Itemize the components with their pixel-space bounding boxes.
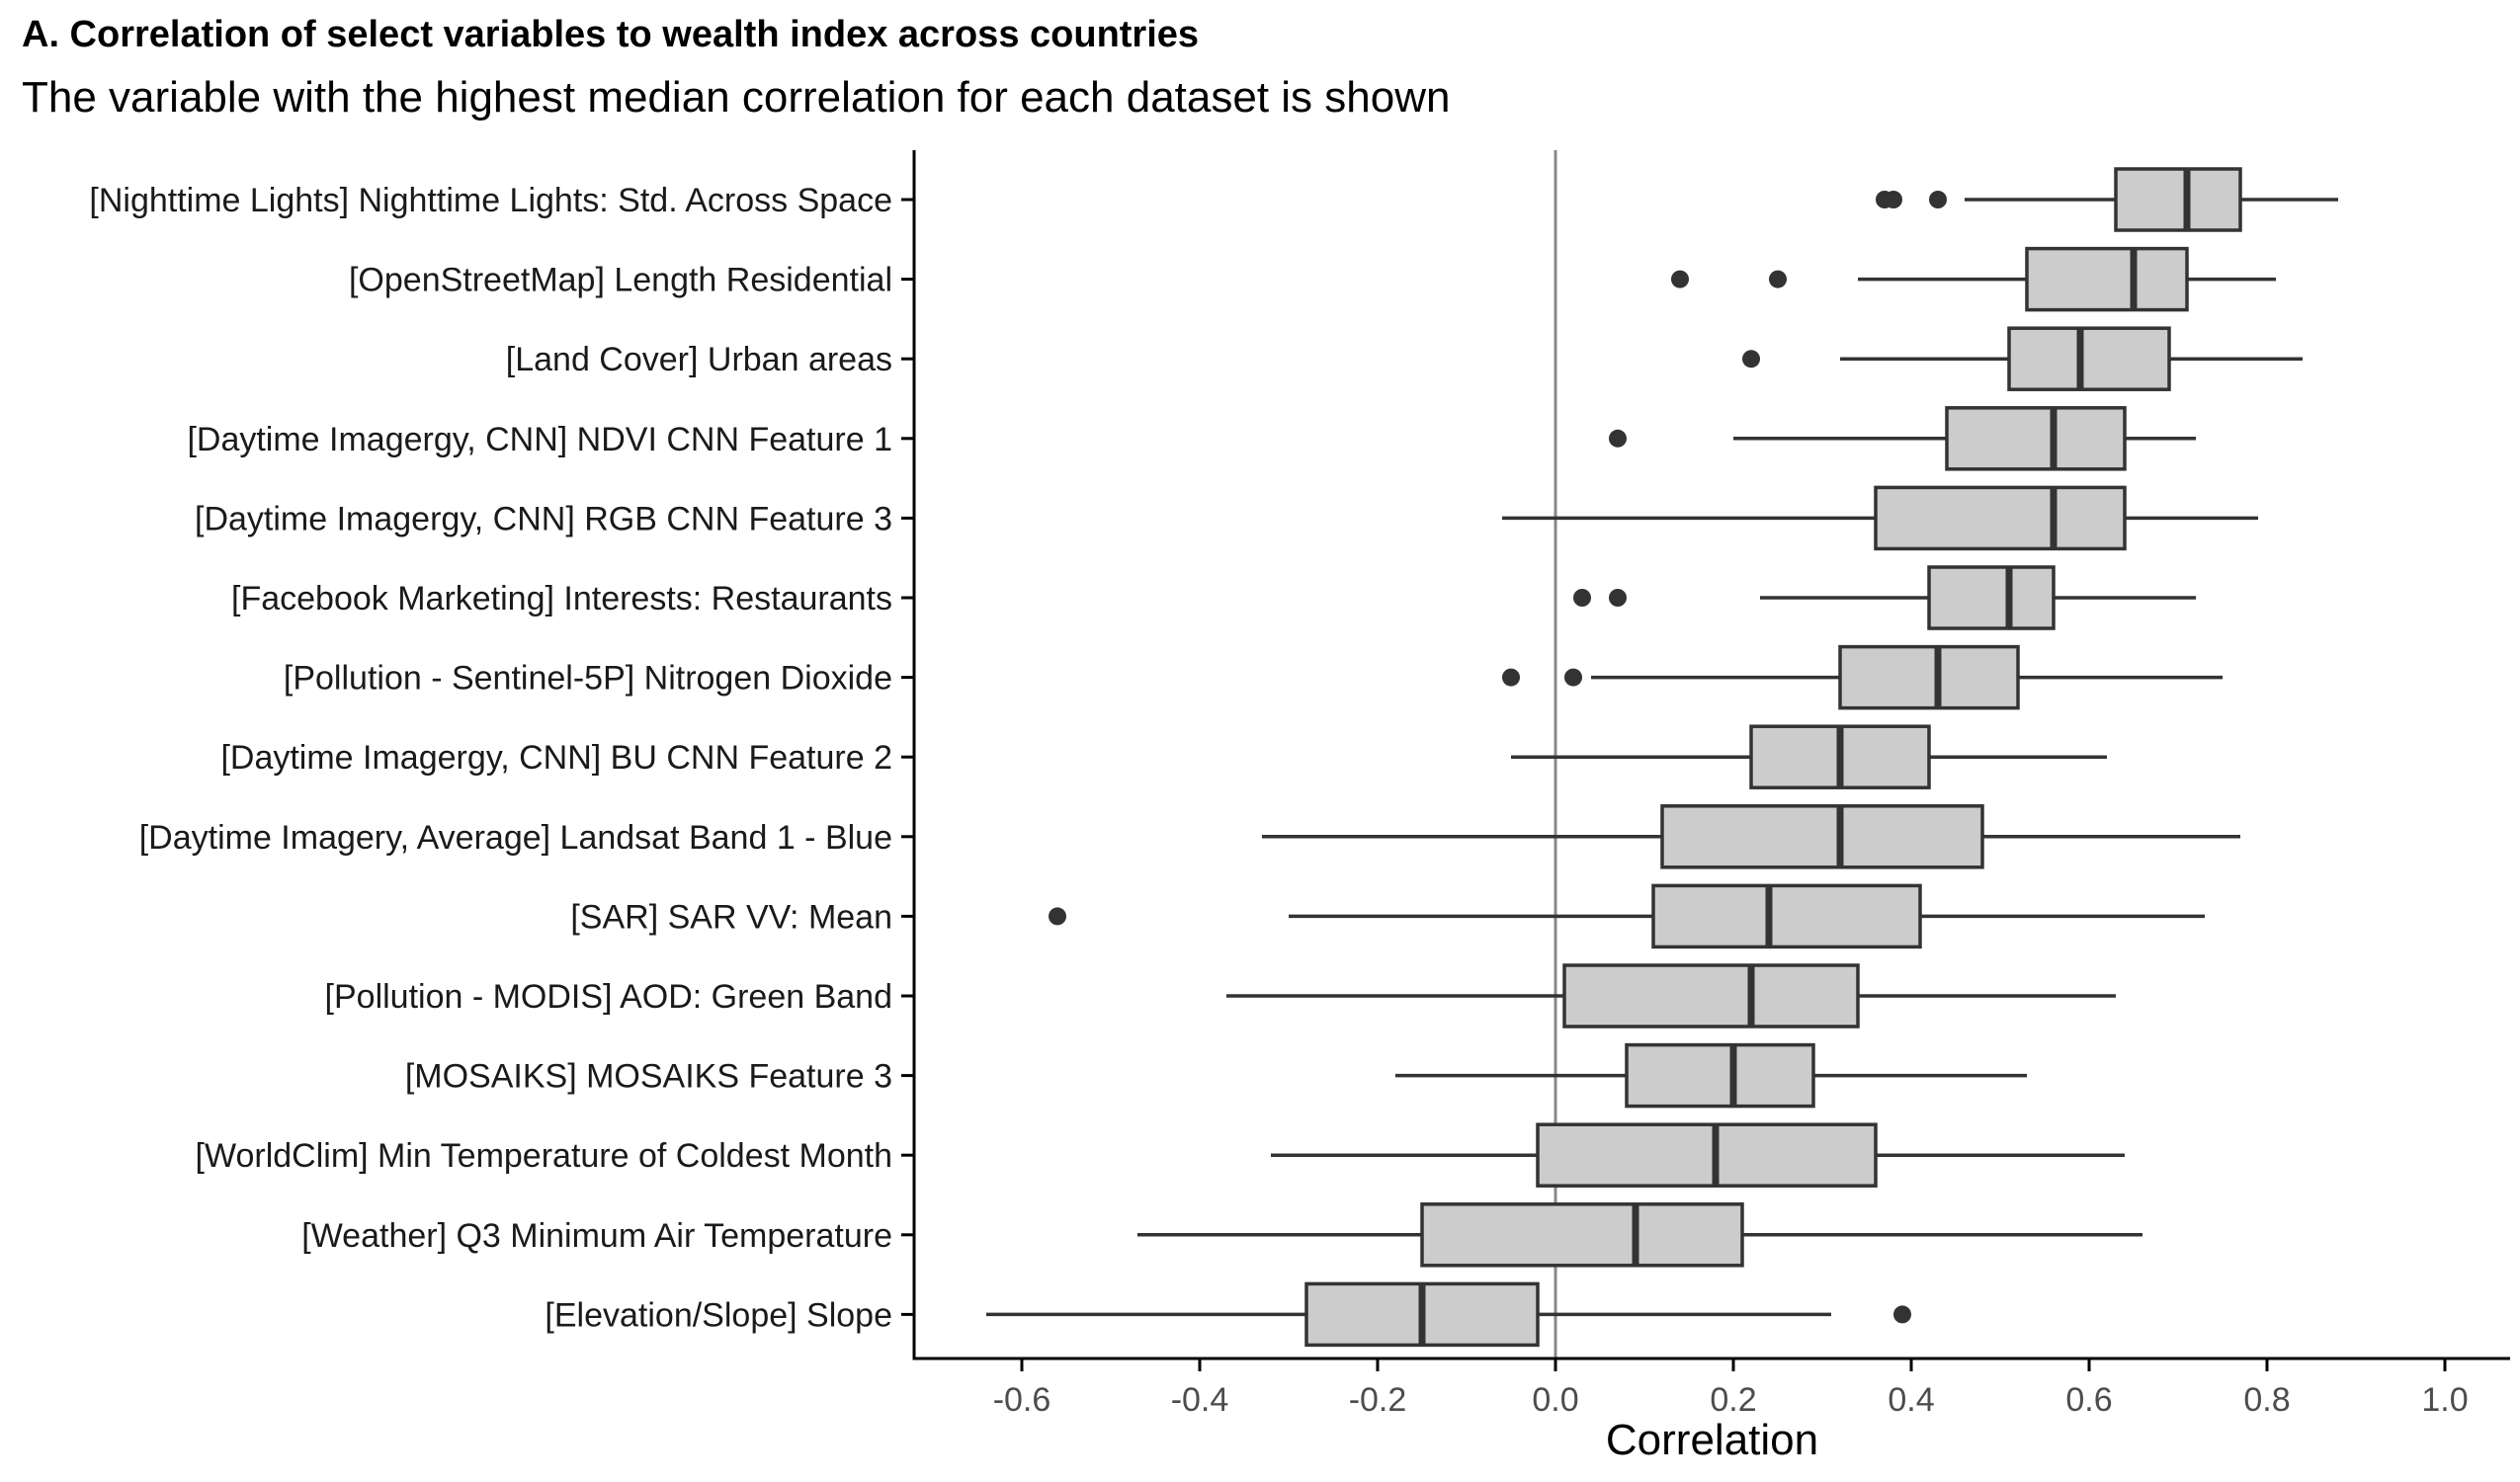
y-tick-label: [Daytime Imagergy, CNN] RGB CNN Feature … <box>195 500 892 537</box>
x-tick-label: -0.2 <box>1349 1381 1407 1419</box>
boxes-group <box>986 167 2338 1348</box>
iqr-box <box>2025 246 2189 312</box>
y-tick-label: [Daytime Imagery, Average] Landsat Band … <box>139 819 892 857</box>
y-tick-label: [Daytime Imagergy, CNN] NDVI CNN Feature… <box>187 421 892 458</box>
iqr-box <box>1651 883 1922 949</box>
x-tick-label: 0.6 <box>2065 1381 2112 1419</box>
chart-subtitle: The variable with the highest median cor… <box>22 73 1451 122</box>
x-tick-label: -0.6 <box>993 1381 1051 1419</box>
iqr-box <box>1536 1122 1878 1188</box>
iqr-box <box>1660 804 1984 869</box>
x-tick-label: 0.4 <box>1888 1381 1934 1419</box>
boxplot-row <box>1511 724 2107 789</box>
boxplot-row <box>1395 1042 2027 1109</box>
iqr-box <box>2114 167 2242 232</box>
boxplot-row <box>1262 804 2240 869</box>
x-tick-labels: -0.6 -0.4 -0.2 0.0 0.2 0.4 0.6 0.8 1.0 <box>993 1381 2469 1419</box>
outlier-point <box>1609 429 1627 448</box>
y-tick-label: [Nighttime Lights] Nighttime Lights: Std… <box>89 182 892 219</box>
boxplot-row <box>1671 246 2276 312</box>
x-tick-label: 0.2 <box>1710 1381 1756 1419</box>
iqr-box <box>1562 963 1860 1029</box>
y-tick-label: [SAR] SAR VV: Mean <box>570 898 892 936</box>
boxplot-row <box>986 1281 1911 1348</box>
boxplot-row <box>1742 326 2303 391</box>
outlier-point <box>1893 1305 1911 1324</box>
outlier-point <box>1671 270 1689 288</box>
boxplot-row <box>1876 167 2338 232</box>
iqr-box <box>1420 1202 1744 1268</box>
iqr-box <box>1625 1042 1815 1109</box>
outlier-point <box>1609 589 1627 607</box>
boxplot-row <box>1137 1202 2142 1268</box>
outlier-point <box>1502 668 1520 687</box>
axes-group <box>901 150 2510 1371</box>
y-tick-label: [Pollution - MODIS] AOD: Green Band <box>325 978 892 1016</box>
y-tick-label: [WorldClim] Min Temperature of Coldest M… <box>196 1137 892 1175</box>
y-tick-label: [Land Cover] Urban areas <box>506 341 892 378</box>
boxplot-row <box>1573 565 2196 630</box>
x-axis-title: Correlation <box>1606 1416 1818 1464</box>
outlier-point <box>1049 907 1066 926</box>
x-tick-label: 1.0 <box>2421 1381 2468 1419</box>
boxplot-row <box>1271 1122 2125 1188</box>
outlier-point <box>1769 270 1787 288</box>
boxplot-row <box>1502 644 2223 710</box>
y-tick-label: [Pollution - Sentinel-5P] Nitrogen Dioxi… <box>284 660 892 698</box>
x-tick-label: 0.0 <box>1532 1381 1578 1419</box>
iqr-box <box>1874 485 2127 551</box>
outlier-point <box>1885 191 1902 208</box>
boxplot-row <box>1049 883 2205 949</box>
boxplot-row <box>1226 963 2116 1029</box>
y-tick-label: [Elevation/Slope] Slope <box>545 1296 892 1334</box>
y-tick-label: [OpenStreetMap] Length Residential <box>349 262 892 299</box>
boxplot-row <box>1502 485 2258 551</box>
x-tick-label: 0.8 <box>2243 1381 2290 1419</box>
boxplot-row <box>1609 406 2196 471</box>
x-tick-label: -0.4 <box>1171 1381 1229 1419</box>
iqr-box <box>2007 326 2171 391</box>
y-tick-label: [Weather] Q3 Minimum Air Temperature <box>301 1217 892 1255</box>
y-tick-label: [MOSAIKS] MOSAIKS Feature 3 <box>405 1058 892 1096</box>
y-tick-label: [Facebook Marketing] Interests: Restaura… <box>231 580 892 618</box>
iqr-box <box>1838 644 2020 710</box>
y-tick-label: [Daytime Imagergy, CNN] BU CNN Feature 2 <box>220 739 892 777</box>
outlier-point <box>1573 589 1591 607</box>
chart-title: A. Correlation of select variables to we… <box>22 14 1200 55</box>
outlier-point <box>1742 350 1760 369</box>
iqr-box <box>1927 565 2056 630</box>
iqr-box <box>1945 406 2127 471</box>
y-tick-labels: [Nighttime Lights] Nighttime Lights: Std… <box>89 182 892 1334</box>
outlier-point <box>1564 668 1582 687</box>
outlier-point <box>1929 191 1947 208</box>
